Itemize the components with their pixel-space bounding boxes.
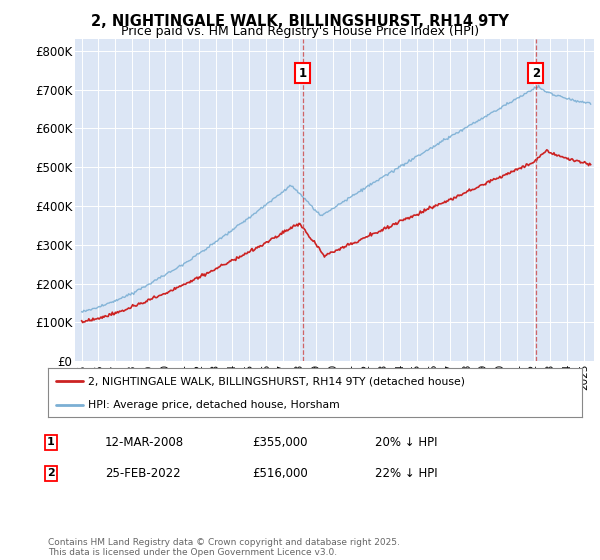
Text: £355,000: £355,000 xyxy=(252,436,308,449)
Text: £516,000: £516,000 xyxy=(252,466,308,480)
Text: 1: 1 xyxy=(47,437,55,447)
Text: Contains HM Land Registry data © Crown copyright and database right 2025.
This d: Contains HM Land Registry data © Crown c… xyxy=(48,538,400,557)
Text: Price paid vs. HM Land Registry's House Price Index (HPI): Price paid vs. HM Land Registry's House … xyxy=(121,25,479,38)
Text: 2: 2 xyxy=(47,468,55,478)
Text: 2, NIGHTINGALE WALK, BILLINGSHURST, RH14 9TY: 2, NIGHTINGALE WALK, BILLINGSHURST, RH14… xyxy=(91,14,509,29)
Text: HPI: Average price, detached house, Horsham: HPI: Average price, detached house, Hors… xyxy=(88,400,340,410)
Text: 12-MAR-2008: 12-MAR-2008 xyxy=(105,436,184,449)
Text: 22% ↓ HPI: 22% ↓ HPI xyxy=(375,466,437,480)
Text: 2, NIGHTINGALE WALK, BILLINGSHURST, RH14 9TY (detached house): 2, NIGHTINGALE WALK, BILLINGSHURST, RH14… xyxy=(88,376,465,386)
Text: 25-FEB-2022: 25-FEB-2022 xyxy=(105,466,181,480)
Text: 20% ↓ HPI: 20% ↓ HPI xyxy=(375,436,437,449)
Text: 1: 1 xyxy=(298,67,307,80)
Text: 2: 2 xyxy=(532,67,540,80)
